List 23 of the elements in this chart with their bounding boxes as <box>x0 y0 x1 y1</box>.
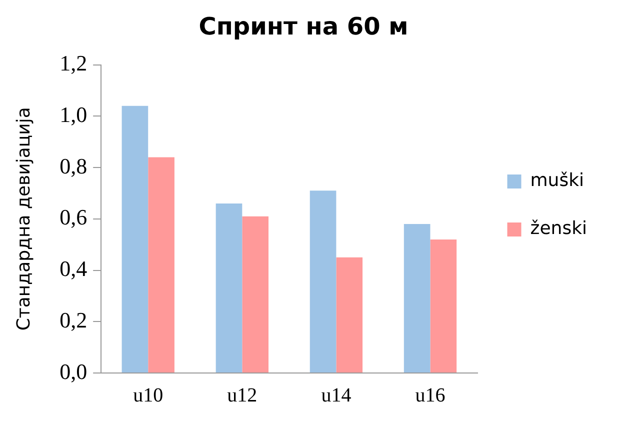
bar <box>404 224 430 372</box>
bar <box>336 257 363 372</box>
x-tick-label: u10 <box>133 384 164 406</box>
legend-label: muški <box>530 170 584 192</box>
y-tick-label: 1,2 <box>60 50 88 76</box>
bar <box>216 203 242 372</box>
bar <box>310 190 336 372</box>
bar <box>242 216 268 372</box>
y-tick-label: 0,4 <box>60 256 88 282</box>
x-tick-label: u12 <box>227 384 258 406</box>
bar <box>148 157 174 372</box>
y-tick-label: 0,0 <box>60 358 88 384</box>
y-tick-label: 0,8 <box>60 153 88 178</box>
bar <box>430 239 457 372</box>
y-axis-title: Стандардна девијација <box>13 107 34 331</box>
y-tick-label: 0,6 <box>60 204 88 230</box>
legend-label: ženski <box>530 218 587 240</box>
y-tick-label: 1,0 <box>60 102 88 127</box>
x-tick-label: u14 <box>321 384 352 406</box>
x-tick-label: u16 <box>415 384 446 406</box>
bar <box>122 106 148 372</box>
chart-title: Спринт на 60 м <box>198 12 408 41</box>
y-tick-label: 0,2 <box>60 307 88 332</box>
